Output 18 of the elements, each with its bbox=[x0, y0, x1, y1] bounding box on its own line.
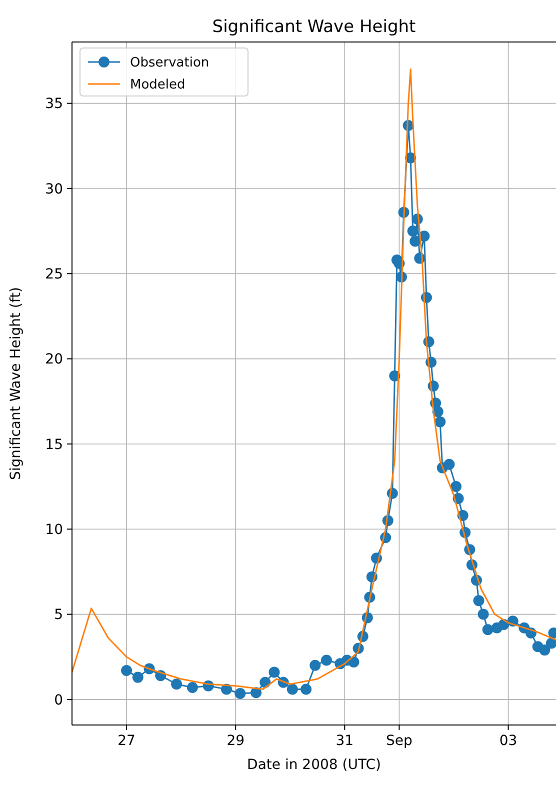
x-tick-label: 27 bbox=[118, 733, 136, 749]
x-tick-label: 31 bbox=[336, 733, 354, 749]
y-tick-label: 5 bbox=[54, 607, 63, 624]
y-tick-label: 35 bbox=[45, 96, 63, 112]
legend-label: Modeled bbox=[130, 78, 186, 93]
y-tick-label: 30 bbox=[45, 181, 63, 198]
y-tick-label: 20 bbox=[45, 352, 63, 368]
y-axis-title: Significant Wave Height (ft) bbox=[8, 286, 24, 480]
x-tick-label: Sep bbox=[386, 733, 413, 749]
x-axis-title: Date in 2008 (UTC) bbox=[247, 757, 381, 773]
y-tick-label: 10 bbox=[45, 522, 63, 538]
legend-label: Observation bbox=[130, 56, 210, 71]
x-tick-label: 03 bbox=[499, 733, 518, 749]
y-tick-label: 15 bbox=[45, 436, 63, 453]
y-tick-label: 0 bbox=[54, 692, 63, 708]
chart-title: Significant Wave Height bbox=[212, 17, 416, 37]
x-tick-label: 29 bbox=[226, 733, 245, 749]
y-tick-label: 25 bbox=[45, 266, 63, 283]
